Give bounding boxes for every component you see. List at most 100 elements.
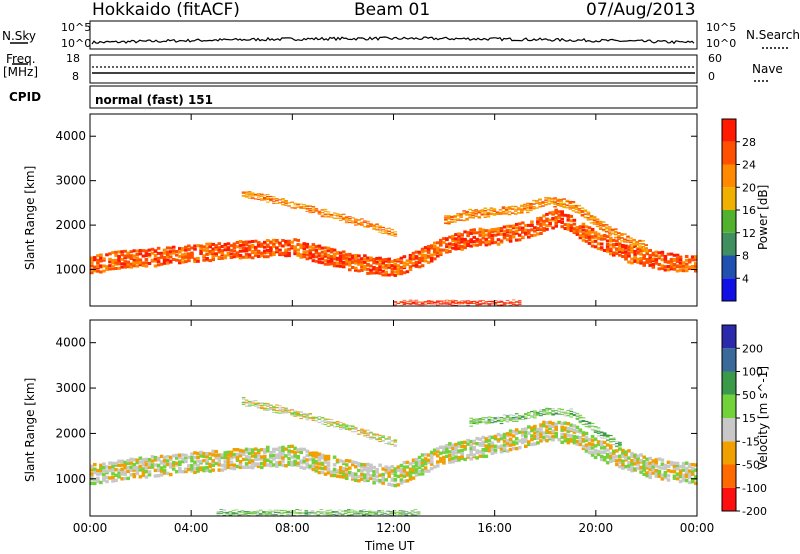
- echo-cell: [666, 464, 671, 468]
- echo-cell: [439, 248, 443, 252]
- echo-cell: [478, 421, 483, 423]
- echo-cell: [249, 511, 254, 513]
- echo-cell: [612, 245, 616, 249]
- echo-cell: [281, 198, 285, 200]
- echo-cell: [457, 244, 461, 248]
- echo-cell: [326, 425, 331, 427]
- echo-cell: [490, 300, 495, 302]
- echo-cell: [293, 414, 297, 416]
- echo-cell: [216, 511, 221, 512]
- nave-tick-top: 60: [708, 52, 722, 65]
- echo-cell: [454, 244, 458, 248]
- echo-cell: [436, 246, 440, 250]
- echo-cell: [220, 468, 225, 472]
- echo-cell: [341, 428, 346, 430]
- echo-cell: [621, 454, 625, 458]
- echo-cell: [244, 447, 249, 451]
- echo-cell: [554, 410, 558, 412]
- echo-cell: [320, 470, 325, 475]
- echo-cell: [648, 260, 652, 264]
- echo-cell: [374, 512, 378, 514]
- echo-cell: [554, 412, 558, 414]
- echo-cell: [275, 200, 279, 202]
- echo-cell: [547, 203, 551, 205]
- echo-cell: [606, 435, 610, 437]
- echo-cell: [423, 466, 428, 470]
- echo-cell: [484, 437, 489, 441]
- echo-cell: [627, 456, 631, 460]
- echo-cell: [465, 212, 469, 214]
- echo-cell: [514, 301, 519, 302]
- echo-cell: [593, 234, 598, 238]
- echo-cell: [399, 473, 404, 478]
- echo-cell: [687, 469, 692, 473]
- echo-cell: [238, 256, 243, 260]
- echo-cell: [423, 256, 428, 260]
- echo-cell: [156, 474, 161, 478]
- echo-cell: [542, 431, 546, 435]
- echo-cell: [618, 441, 622, 443]
- echo-cell: [463, 246, 467, 250]
- echo-cell: [123, 265, 127, 269]
- echo-cell: [402, 460, 407, 465]
- echo-cell: [532, 207, 536, 210]
- echo-cell: [305, 208, 310, 210]
- echo-cell: [311, 243, 316, 247]
- echo-cell: [560, 421, 564, 426]
- echo-cell: [260, 194, 264, 196]
- echo-cell: [275, 464, 279, 468]
- echo-cell: [484, 240, 489, 243]
- echo-cell: [414, 463, 419, 468]
- echo-cell: [448, 450, 452, 454]
- echo-cell: [626, 241, 630, 243]
- echo-cell: [296, 412, 300, 414]
- echo-cell: [645, 471, 649, 475]
- echo-cell: [593, 430, 598, 432]
- echo-cell: [499, 423, 504, 425]
- echo-cell: [408, 261, 413, 264]
- echo-cell: [413, 509, 418, 510]
- echo-cell: [338, 254, 343, 258]
- echo-cell: [633, 245, 637, 248]
- echo-cell: [524, 439, 528, 443]
- echo-cell: [217, 242, 222, 246]
- echo-cell: [533, 424, 537, 429]
- echo-cell: [108, 252, 112, 256]
- echo-cell: [472, 422, 476, 424]
- echo-cell: [511, 414, 516, 416]
- echo-cell: [196, 469, 200, 473]
- echo-cell: [311, 248, 316, 252]
- echo-cell: [138, 456, 143, 460]
- echo-cell: [222, 512, 227, 513]
- echo-cell: [589, 222, 594, 224]
- echo-cell: [666, 474, 671, 478]
- echo-cell: [244, 247, 249, 251]
- echo-cell: [363, 225, 367, 227]
- echo-cell: [454, 301, 458, 303]
- echo-cell: [144, 258, 149, 261]
- echo-cell: [378, 256, 382, 260]
- echo-cell: [171, 467, 176, 471]
- echo-cell: [234, 512, 239, 514]
- echo-cell: [521, 418, 525, 420]
- echo-cell: [384, 266, 388, 270]
- echo-cell: [365, 514, 369, 515]
- echo-cell: [417, 465, 422, 470]
- echo-cell: [627, 251, 631, 255]
- echo-cell: [575, 417, 580, 419]
- echo-cell: [247, 191, 252, 193]
- echo-cell: [278, 202, 282, 204]
- echo-cell: [396, 468, 401, 472]
- echo-cell: [256, 403, 261, 405]
- echo-cell: [593, 451, 598, 455]
- echo-cell: [457, 449, 461, 453]
- echo-cell: [396, 465, 401, 469]
- echo-cell: [311, 211, 316, 213]
- echo-cell: [369, 474, 373, 478]
- echo-cell: [493, 450, 498, 454]
- echo-cell: [672, 466, 677, 471]
- echo-cell: [508, 234, 513, 238]
- echo-cell: [220, 463, 225, 468]
- echo-cell: [642, 462, 646, 467]
- echo-cell: [651, 462, 656, 466]
